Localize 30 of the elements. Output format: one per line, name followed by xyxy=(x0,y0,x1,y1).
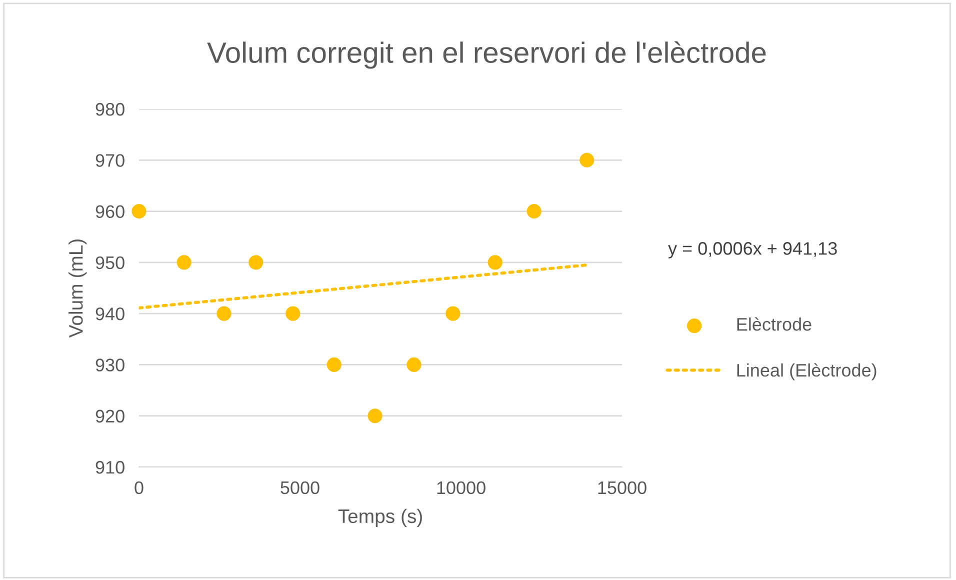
y-tick-label: 960 xyxy=(96,205,124,218)
point xyxy=(132,204,146,219)
x-axis-title: Temps (s) xyxy=(338,508,422,527)
point xyxy=(176,255,192,270)
y-tick-label: 980 xyxy=(96,102,124,116)
y-axis-title: Volum (mL) xyxy=(68,240,87,338)
legend-label: Lineal (Elèctrode) xyxy=(737,363,876,380)
y-tick-label: 920 xyxy=(96,410,124,423)
chart-title: Volum corregit en el reservori de l'elèctrode xyxy=(207,41,766,69)
point xyxy=(406,357,422,372)
point xyxy=(368,408,382,424)
x-tick-label: 5000 xyxy=(280,481,320,494)
point xyxy=(248,255,264,270)
x-tick-label: 0 xyxy=(134,481,144,494)
point xyxy=(216,306,232,321)
legend-label: Elèctrode xyxy=(737,317,812,331)
point xyxy=(446,306,460,321)
y-tick-label: 950 xyxy=(96,256,124,270)
y-tick-label: 910 xyxy=(96,460,124,474)
y-tick-label: 940 xyxy=(96,308,124,320)
point xyxy=(286,306,300,321)
x-tick-label: 10000 xyxy=(437,481,486,494)
x-tick-label: 15000 xyxy=(598,481,646,494)
point xyxy=(526,204,542,219)
y-tick-label: 970 xyxy=(96,154,124,167)
point xyxy=(580,152,594,168)
y-tick-label: 930 xyxy=(96,358,124,372)
point xyxy=(488,255,502,270)
point xyxy=(326,357,342,372)
text: y = 0,0006x + 941,13 xyxy=(668,242,837,258)
